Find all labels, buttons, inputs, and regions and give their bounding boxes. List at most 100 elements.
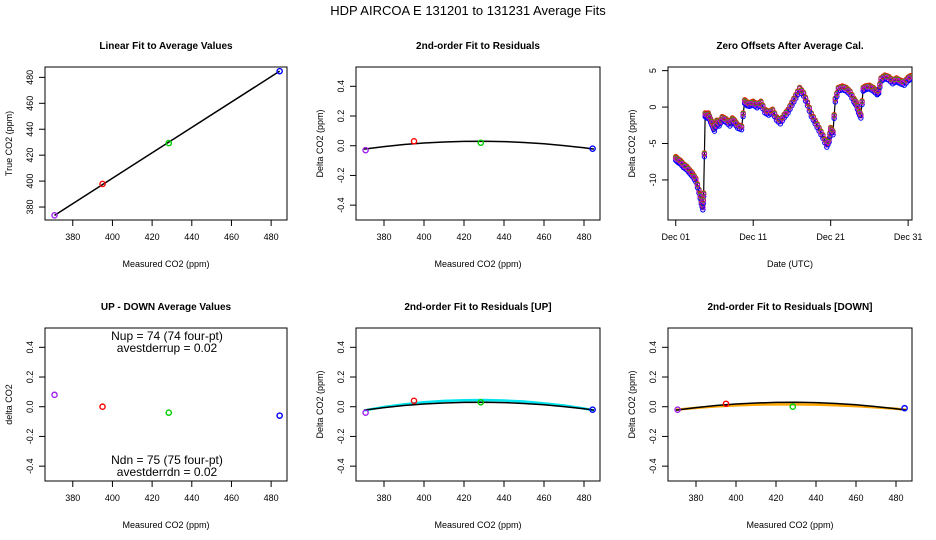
x-tick-label: 400 (105, 493, 120, 503)
data-point-blue (891, 79, 898, 86)
data-point-blue (764, 111, 770, 117)
plot-frame (44, 66, 288, 221)
x-tick-label: 400 (416, 232, 431, 242)
y-tick-label: 0 (648, 105, 658, 110)
y-axis-label: Delta CO2 (ppm) (315, 109, 325, 177)
x-tick-label: 380 (65, 493, 80, 503)
x-axis-label: Date (UTC) (767, 259, 813, 269)
x-tick-label: 440 (808, 493, 823, 503)
plot-area (51, 391, 283, 419)
data-point-blue (824, 144, 830, 150)
x-tick-label: 400 (416, 493, 431, 503)
data-point-purple (906, 75, 912, 81)
data-point-purple (849, 93, 855, 99)
data-point-blue (740, 113, 746, 120)
data-point (362, 409, 369, 416)
x-tick-label: 420 (456, 493, 471, 503)
y-tick-label: 5 (648, 68, 658, 73)
data-point-blue (779, 118, 785, 124)
data-point (589, 406, 596, 413)
x-tick-label: Dec 11 (739, 232, 767, 242)
x-tick-label: 460 (224, 232, 239, 242)
data-point-blue (682, 165, 688, 172)
data-point-blue (791, 99, 797, 105)
data-point-blue (814, 124, 820, 131)
data-point-blue (700, 207, 706, 213)
data-point-blue (745, 103, 751, 109)
data-point-blue (829, 130, 835, 136)
data-point-purple (857, 110, 863, 116)
panel-title: 2nd-order Fit to Residuals [UP] (404, 302, 551, 313)
data-point-blue (861, 87, 868, 94)
y-tick-label: -0.4 (336, 197, 346, 213)
data-point-blue (752, 103, 758, 110)
data-point-purple (872, 87, 878, 94)
plot-area (51, 67, 283, 219)
data-point (276, 67, 283, 75)
x-tick-label: 480 (576, 493, 591, 503)
data-point (362, 146, 369, 154)
y-axis-label: Delta CO2 (ppm) (315, 370, 325, 438)
data-point-blue (906, 77, 912, 83)
data-point-purple (736, 124, 743, 130)
data-point (674, 406, 681, 413)
data-point-blue (806, 108, 813, 114)
y-tick-label: 0.0 (336, 400, 346, 413)
y-tick-label: -0.2 (336, 168, 346, 184)
data-point-purple (706, 114, 713, 120)
panel-title: 2nd-order Fit to Residuals [DOWN] (708, 302, 873, 313)
x-tick-label: 380 (65, 232, 80, 242)
data-point-purple (854, 104, 861, 110)
annotation-nup: Nup = 74 (74 four-pt) (111, 329, 223, 343)
y-tick-label: 0.2 (25, 371, 35, 384)
data-point-blue (700, 200, 706, 206)
x-axis-label: Measured CO2 (ppm) (434, 520, 521, 530)
data-point-purple (810, 115, 816, 121)
data-point (99, 180, 106, 188)
data-point-blue (691, 176, 698, 183)
data-point-blue (802, 98, 809, 104)
data-point (51, 212, 58, 219)
panel-title: Linear Fit to Average Values (99, 41, 233, 52)
x-tick-label: 420 (145, 232, 160, 242)
x-tick-label: 440 (184, 493, 199, 503)
panel-title: 2nd-order Fit to Residuals (416, 41, 540, 52)
data-point-blue (736, 126, 743, 132)
plot-area (362, 397, 596, 416)
data-point-purple (701, 151, 708, 158)
y-tick-label: 0.0 (25, 400, 35, 413)
data-point (477, 398, 485, 406)
y-tick-label: -0.2 (25, 429, 35, 445)
data-point (589, 145, 596, 152)
data-point-blue (818, 132, 824, 138)
data-point-purple (697, 193, 703, 200)
x-tick-label: 480 (264, 232, 279, 242)
data-point-blue (783, 112, 789, 119)
y-tick-label: -10 (648, 173, 658, 186)
x-tick-label: 440 (184, 232, 199, 242)
x-tick-label: 460 (848, 493, 863, 503)
data-point-purple (831, 113, 837, 119)
data-point-blue (877, 84, 883, 91)
x-tick-label: 440 (496, 493, 511, 503)
data-point-blue (858, 115, 864, 121)
y-tick-label: -0.4 (648, 458, 658, 474)
x-tick-label: 460 (224, 493, 239, 503)
data-point (165, 409, 173, 416)
fit-line-1 (675, 401, 907, 411)
y-tick-label: 0.2 (336, 371, 346, 384)
data-point-blue (733, 123, 739, 129)
plot-area (674, 400, 908, 413)
annotation-avestderrdn: avestderrdn = 0.02 (117, 465, 218, 479)
panel-residual-fit-up: 2nd-order Fit to Residuals [UP] Measured … (315, 302, 601, 530)
data-point (51, 391, 58, 399)
data-point (789, 403, 797, 411)
data-point (901, 404, 908, 412)
panel-title: UP - DOWN Average Values (101, 302, 232, 313)
data-point-blue (875, 91, 881, 97)
data-point-purple (760, 104, 766, 110)
data-point-purple (877, 82, 883, 88)
data-point-purple (783, 110, 789, 116)
x-axis-label: Measured CO2 (ppm) (122, 259, 209, 269)
